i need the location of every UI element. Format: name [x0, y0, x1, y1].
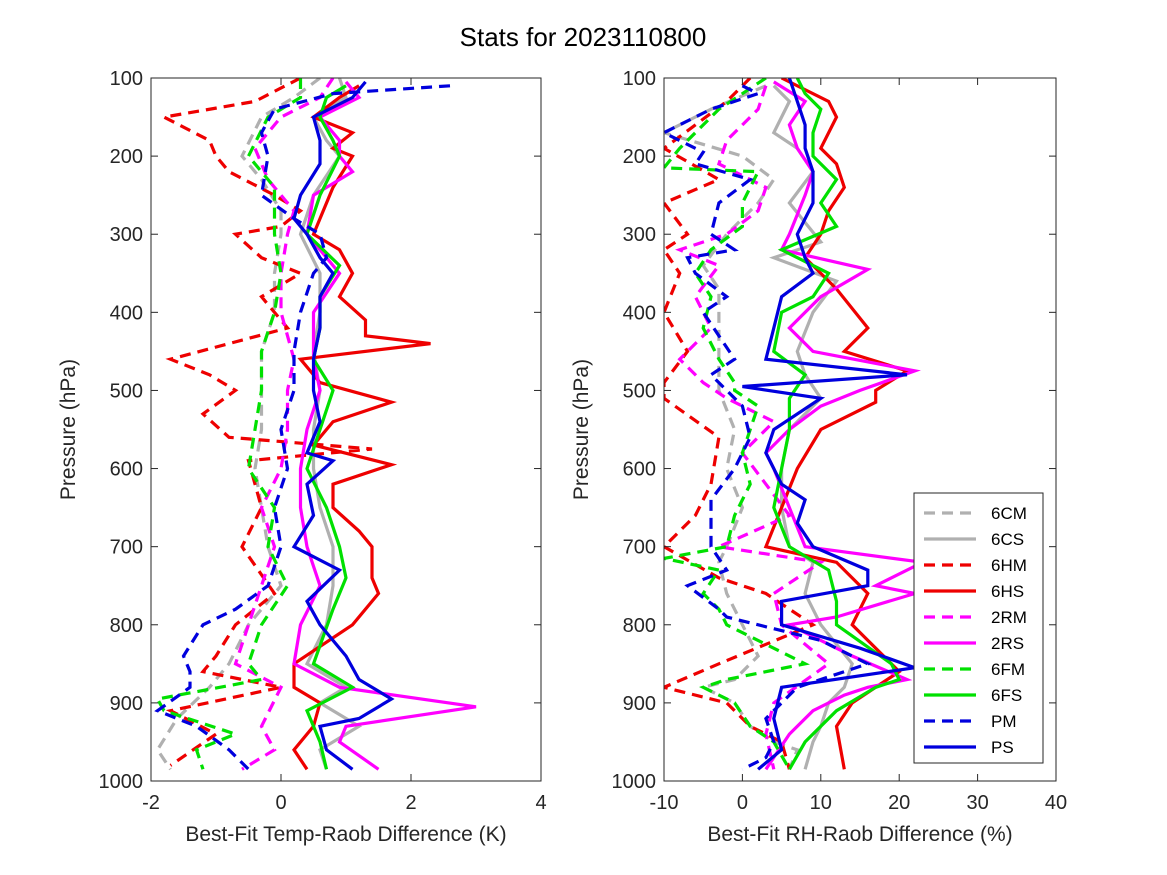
- temp-ylabel: Pressure (hPa): [57, 359, 80, 500]
- legend: 6CM 6CS 6HM 6HS 2RM 2RS 6FM 6FS PM PS: [913, 492, 1044, 764]
- rh-series-6cs: [769, 84, 854, 770]
- rh-xtick-label: 10: [810, 792, 832, 814]
- legend-label-6fs: 6FS: [991, 686, 1022, 705]
- rh-ytick-label: 500: [623, 380, 656, 402]
- rh-xtick-label: -10: [650, 792, 679, 814]
- rh-series-ps: [742, 78, 916, 771]
- temp-ytick-label: 1000: [99, 771, 144, 793]
- rh-series-6hm: [664, 78, 817, 770]
- rh-axes-box: [663, 77, 1057, 782]
- rh-ylabel: Pressure (hPa): [570, 359, 593, 500]
- legend-label-ps: PS: [991, 738, 1014, 757]
- rh-ytick-label: 400: [623, 302, 656, 324]
- temp-xtick-label: 2: [405, 792, 416, 814]
- legend-label-6cs: 6CS: [991, 530, 1024, 549]
- temp-ytick-label: 700: [110, 537, 143, 559]
- rh-ytick-label: 900: [623, 693, 656, 715]
- legend-label-6hs: 6HS: [991, 582, 1024, 601]
- temp-ytick-label: 600: [110, 459, 143, 481]
- rh-xtick-label: 30: [966, 792, 988, 814]
- legend-label-6fm: 6FM: [991, 660, 1025, 679]
- rh-ytick-label: 700: [623, 537, 656, 559]
- figure-title: Stats for 2023110800: [460, 22, 707, 52]
- legend-label-2rs: 2RS: [991, 634, 1024, 653]
- rh-xtick-label: 40: [1045, 792, 1067, 814]
- temp-xtick-label: 0: [275, 792, 286, 814]
- rh-ytick-label: 600: [623, 459, 656, 481]
- rh-series-6fm: [664, 78, 811, 771]
- rh-xtick-label: 20: [888, 792, 910, 814]
- rh-panel: -10 0 10 20 30 40 100 200 300 400 500 600 700 800 900 1…: [570, 68, 1067, 846]
- temp-series-6fs: [304, 84, 356, 770]
- temp-series-ps: [291, 80, 395, 771]
- temp-series-6cs: [298, 78, 363, 770]
- temp-ytick-label: 100: [110, 68, 143, 90]
- temp-axes-box: [150, 77, 542, 782]
- temp-ytick-label: 300: [110, 224, 143, 246]
- legend-label-6hm: 6HM: [991, 556, 1027, 575]
- temp-ytick-label: 900: [110, 693, 143, 715]
- temp-ytick-label: 800: [110, 615, 143, 637]
- temp-series-6fm: [155, 78, 303, 770]
- rh-ytick-label: 300: [623, 224, 656, 246]
- temp-panel: -2 0 2 4 100 200 300 400 500 600 700 800 900 1000 Best…: [57, 68, 547, 846]
- temp-ytick-label: 400: [110, 302, 143, 324]
- legend-label-pm: PM: [991, 712, 1017, 731]
- rh-xtick-label: 0: [737, 792, 748, 814]
- rh-ytick-label: 100: [623, 68, 656, 90]
- rh-ytick-label: 800: [623, 615, 656, 637]
- temp-series-pm: [154, 84, 451, 771]
- temp-xtick-label: -2: [142, 792, 160, 814]
- rh-ytick-label: 200: [623, 146, 656, 168]
- temp-xlabel: Best-Fit Temp-Raob Difference (K): [185, 823, 506, 846]
- temp-series-6hm: [159, 78, 373, 767]
- temp-ytick-label: 200: [110, 146, 143, 168]
- temp-xtick-label: 4: [535, 792, 546, 814]
- rh-ytick-label: 1000: [612, 771, 657, 793]
- rh-series-group: [664, 78, 929, 771]
- temp-series-group: [154, 78, 477, 771]
- temp-ytick-label: 500: [110, 380, 143, 402]
- temp-series-6hs: [292, 84, 431, 771]
- legend-label-2rm: 2RM: [991, 608, 1027, 627]
- legend-label-6cm: 6CM: [991, 504, 1027, 523]
- rh-xlabel: Best-Fit RH-Raob Difference (%): [707, 823, 1012, 846]
